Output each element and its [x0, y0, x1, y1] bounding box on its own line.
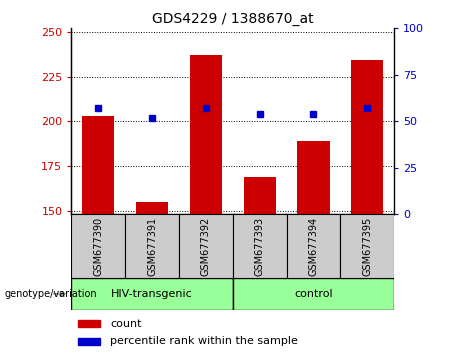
Text: GSM677390: GSM677390 — [93, 216, 103, 276]
Bar — [71, 214, 125, 278]
Text: genotype/variation: genotype/variation — [5, 289, 97, 299]
Bar — [190, 55, 222, 214]
Bar — [243, 177, 276, 214]
Bar — [82, 116, 114, 214]
Text: HIV-transgenic: HIV-transgenic — [111, 289, 193, 299]
Bar — [233, 214, 287, 278]
Text: GSM677394: GSM677394 — [308, 216, 319, 276]
Text: count: count — [110, 319, 142, 329]
Text: GSM677391: GSM677391 — [147, 216, 157, 276]
Title: GDS4229 / 1388670_at: GDS4229 / 1388670_at — [152, 12, 313, 26]
Bar — [78, 338, 100, 345]
Bar — [136, 202, 168, 214]
Bar — [287, 214, 340, 278]
Text: control: control — [294, 289, 333, 299]
Text: GSM677395: GSM677395 — [362, 216, 372, 276]
Text: GSM677392: GSM677392 — [201, 216, 211, 276]
Text: percentile rank within the sample: percentile rank within the sample — [110, 336, 298, 346]
Bar — [125, 214, 179, 278]
Bar — [71, 278, 233, 310]
Bar — [233, 278, 394, 310]
Text: GSM677393: GSM677393 — [254, 216, 265, 276]
Bar — [297, 141, 330, 214]
Bar — [351, 61, 384, 214]
Bar — [179, 214, 233, 278]
Bar — [340, 214, 394, 278]
Bar — [78, 320, 100, 327]
